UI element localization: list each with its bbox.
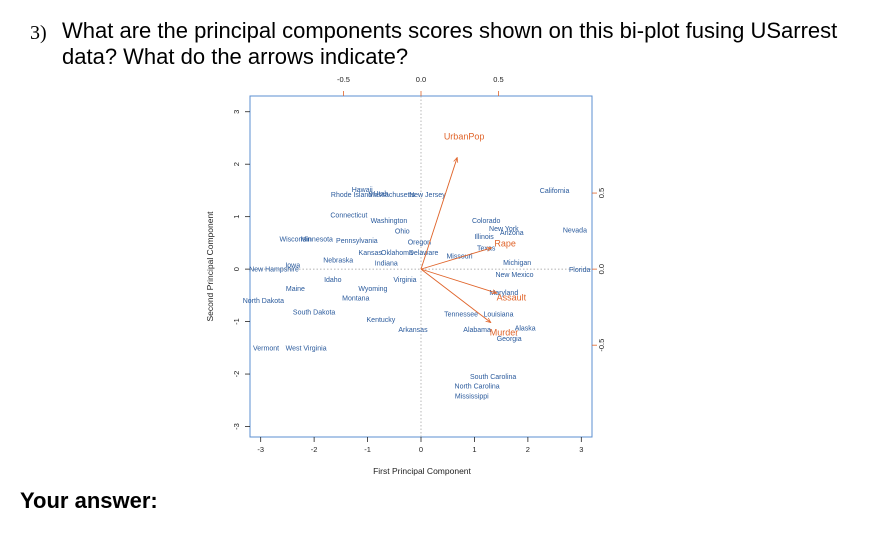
- x-tick-label: 1: [472, 445, 476, 454]
- y-tick-label: 0: [232, 267, 241, 271]
- state-label: Massachusetts: [368, 192, 415, 199]
- right-tick-label: -0.5: [597, 339, 606, 352]
- state-label: Alaska: [515, 325, 536, 332]
- state-label: Nevada: [563, 227, 587, 234]
- state-label: Illinois: [474, 234, 494, 241]
- state-label: New York: [489, 226, 519, 233]
- x-tick-label: 2: [526, 445, 530, 454]
- state-label: Maryland: [489, 290, 518, 297]
- state-label: North Dakota: [243, 298, 284, 305]
- x-tick-label: -3: [257, 445, 264, 454]
- y-tick-label: 1: [232, 215, 241, 219]
- y-axis-title: Second Principal Component: [205, 211, 215, 322]
- state-label: Kansas: [359, 250, 383, 257]
- state-label: Wyoming: [358, 286, 387, 293]
- loading-label: Assault: [497, 293, 527, 303]
- state-label: Montana: [342, 295, 369, 302]
- y-tick-label: 3: [232, 110, 241, 114]
- question-text: What are the principal components scores…: [62, 18, 838, 69]
- loading-arrow: [420, 158, 457, 270]
- state-label: Ohio: [395, 228, 410, 235]
- state-label: Arkansas: [398, 327, 428, 334]
- state-label: Utah: [374, 191, 389, 198]
- state-label: Minnesota: [301, 237, 333, 244]
- loading-arrow: [420, 248, 492, 270]
- state-label: South Dakota: [293, 310, 336, 317]
- right-tick-label: 0.0: [597, 264, 606, 274]
- question-number: 3): [30, 22, 47, 44]
- state-label: North Carolina: [455, 384, 500, 391]
- state-label: Pennsylvania: [336, 238, 378, 245]
- state-label: Mississippi: [455, 394, 489, 401]
- state-label: Iowa: [285, 262, 300, 269]
- y-tick-label: 2: [232, 162, 241, 166]
- x-tick-label: 3: [579, 445, 583, 454]
- state-label: Colorado: [472, 218, 501, 225]
- x-tick-label: 0: [419, 445, 423, 454]
- state-label: Tennessee: [444, 312, 478, 319]
- state-label: Louisiana: [484, 312, 514, 319]
- loading-label: Rape: [494, 239, 516, 249]
- state-label: Nebraska: [323, 258, 353, 265]
- state-label: Connecticut: [330, 213, 367, 220]
- top-tick-label: 0.0: [416, 75, 426, 84]
- state-label: South Carolina: [470, 374, 516, 381]
- state-label: Florida: [569, 267, 591, 274]
- state-label: Washington: [371, 218, 408, 225]
- state-label: Alabama: [463, 327, 491, 334]
- state-label: Kentucky: [367, 317, 396, 324]
- plot-frame: [249, 95, 593, 438]
- right-tick-label: 0.5: [597, 188, 606, 198]
- x-tick-label: -2: [311, 445, 318, 454]
- state-label: California: [540, 188, 570, 195]
- state-label: New Hampshire: [249, 267, 299, 274]
- state-label: Rhode Island: [331, 192, 372, 199]
- y-tick-label: -1: [232, 318, 241, 325]
- state-label: Maine: [286, 286, 305, 293]
- loading-label: UrbanPop: [444, 131, 485, 141]
- state-label: Oklahoma: [381, 250, 413, 257]
- top-tick-label: -0.5: [337, 75, 350, 84]
- state-label: Hawaii: [352, 187, 373, 194]
- y-tick-label: -3: [232, 423, 241, 430]
- state-label: Arizona: [500, 230, 524, 237]
- y-tick-label: -2: [232, 371, 241, 378]
- state-label: Delaware: [409, 250, 439, 257]
- x-tick-label: -1: [364, 445, 371, 454]
- state-label: New Mexico: [495, 272, 533, 279]
- state-label: Oregon: [408, 239, 431, 246]
- state-label: Georgia: [497, 336, 522, 343]
- state-label: Wisconsin: [279, 237, 311, 244]
- answer-label: Your answer:: [20, 488, 158, 513]
- state-label: Virginia: [393, 277, 416, 284]
- x-axis-title: First Principal Component: [373, 466, 471, 476]
- loading-label: Murder: [490, 328, 519, 338]
- loading-arrow: [420, 268, 497, 293]
- loading-arrow: [420, 268, 491, 322]
- state-label: Michigan: [503, 260, 531, 267]
- state-label: Indiana: [375, 260, 398, 267]
- state-label: New Jersey: [409, 192, 446, 199]
- state-label: Idaho: [324, 277, 342, 284]
- state-label: Vermont: [253, 345, 279, 352]
- top-tick-label: 0.5: [493, 75, 503, 84]
- state-label: West Virginia: [286, 345, 327, 352]
